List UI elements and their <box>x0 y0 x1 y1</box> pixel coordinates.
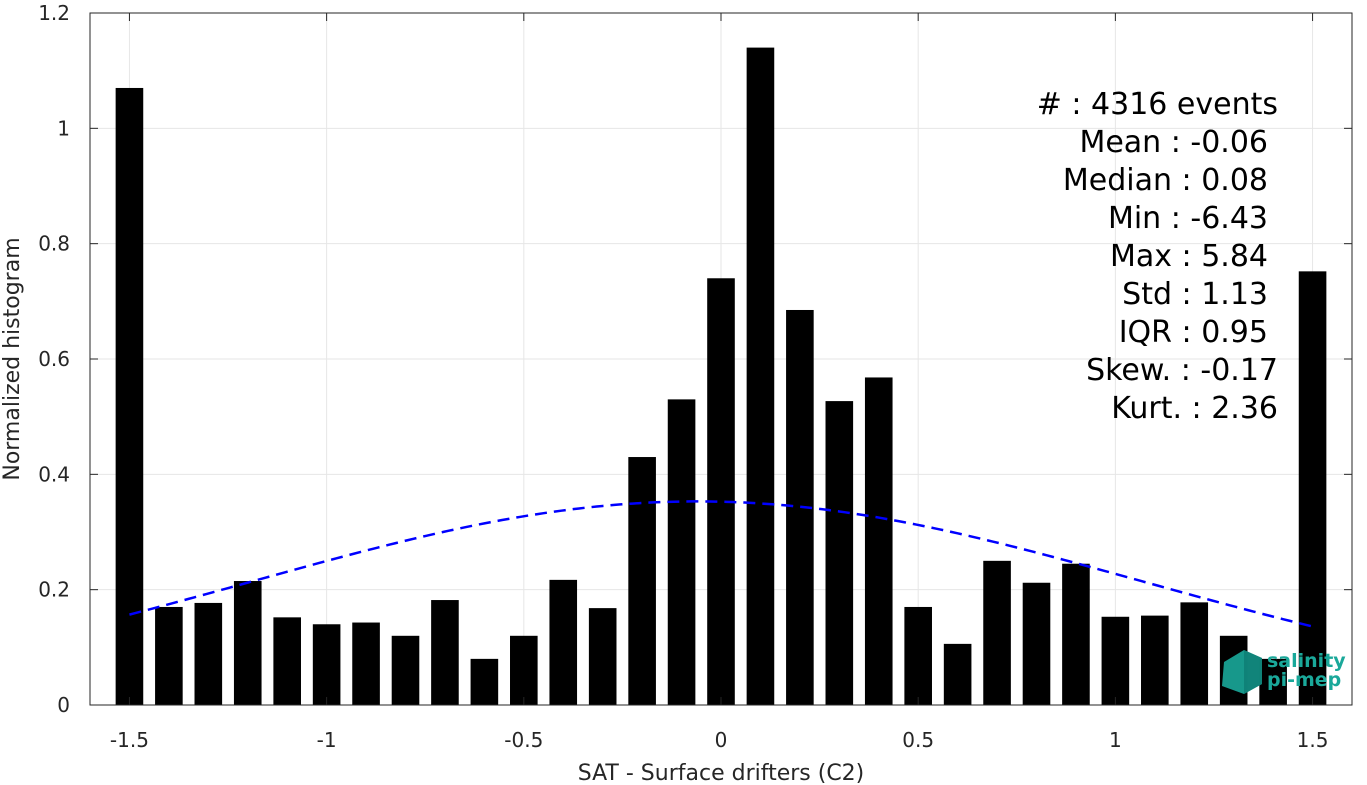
histogram-bar <box>1022 582 1051 705</box>
histogram-bar <box>864 377 893 705</box>
histogram-bar <box>983 560 1011 705</box>
histogram-bar <box>746 47 775 706</box>
histogram-bar <box>825 401 854 705</box>
histogram-bar <box>707 278 735 705</box>
histogram-bar <box>391 635 420 705</box>
y-tick-label: 0.2 <box>38 578 70 602</box>
logo-line2: pi-mep <box>1267 669 1341 691</box>
y-tick-label: 0.4 <box>38 462 70 486</box>
salinity-pi-mep-logo: salinity pi-mep <box>1222 650 1346 694</box>
histogram-bar <box>273 617 301 705</box>
stats-line: Min : -6.43 <box>1108 201 1268 236</box>
x-tick-label: -1.5 <box>110 728 149 752</box>
logo-line1: salinity <box>1267 650 1346 672</box>
histogram-bar <box>1259 658 1287 705</box>
x-tick-label: 1 <box>1109 728 1122 752</box>
x-tick-label: -0.5 <box>504 728 543 752</box>
y-tick-label: 1 <box>57 116 70 140</box>
histogram-bar <box>667 399 696 705</box>
histogram-bar <box>233 581 262 705</box>
histogram-bar <box>588 608 617 705</box>
histogram-bar <box>312 624 341 705</box>
histogram-bar <box>1101 616 1130 705</box>
y-axis-ticks: 0 0.2 0.4 0.6 0.8 1 1.2 <box>38 1 1352 717</box>
histogram-bar <box>628 457 656 705</box>
histogram-bar <box>155 606 183 705</box>
histogram-bar <box>1141 615 1169 705</box>
histogram-bar <box>510 635 538 705</box>
stats-line: Std : 1.13 <box>1122 277 1268 312</box>
stats-line: Kurt. : 2.36 <box>1111 391 1278 426</box>
histogram-bar <box>1062 563 1090 705</box>
histogram-bar <box>904 606 932 705</box>
histogram-bar <box>115 87 144 705</box>
stats-line: Max : 5.84 <box>1110 239 1268 274</box>
histogram-bar <box>470 658 499 705</box>
x-axis-title: SAT - Surface drifters (C2) <box>578 761 865 785</box>
histogram-bar <box>1298 271 1327 705</box>
stats-line: IQR : 0.95 <box>1119 315 1268 350</box>
y-tick-label: 1.2 <box>38 1 70 25</box>
histogram-bar <box>194 602 223 705</box>
histogram-bar <box>431 600 459 705</box>
stats-line: Skew. : -0.17 <box>1086 353 1278 388</box>
x-tick-label: 1.5 <box>1297 728 1329 752</box>
y-tick-label: 0 <box>57 693 70 717</box>
stats-line: # : 4316 events <box>1037 87 1278 122</box>
logo-mark-shade-icon <box>1244 650 1262 694</box>
x-tick-label: 0.5 <box>902 728 934 752</box>
histogram-bar <box>943 643 972 705</box>
y-axis-title: Normalized histogram <box>0 237 25 480</box>
y-tick-label: 0.8 <box>38 232 70 256</box>
x-tick-label: 0 <box>715 728 728 752</box>
histogram-bar <box>352 622 380 705</box>
stats-line: Mean : -0.06 <box>1079 125 1268 160</box>
y-tick-label: 0.6 <box>38 347 70 371</box>
histogram-bars <box>115 47 1327 706</box>
stats-line: Median : 0.08 <box>1063 163 1268 198</box>
x-axis-ticks: -1.5 -1 -0.5 0 0.5 1 1.5 <box>110 13 1329 752</box>
x-tick-label: -1 <box>317 728 337 752</box>
histogram-bar <box>549 579 578 705</box>
histogram-bar <box>1180 602 1209 705</box>
